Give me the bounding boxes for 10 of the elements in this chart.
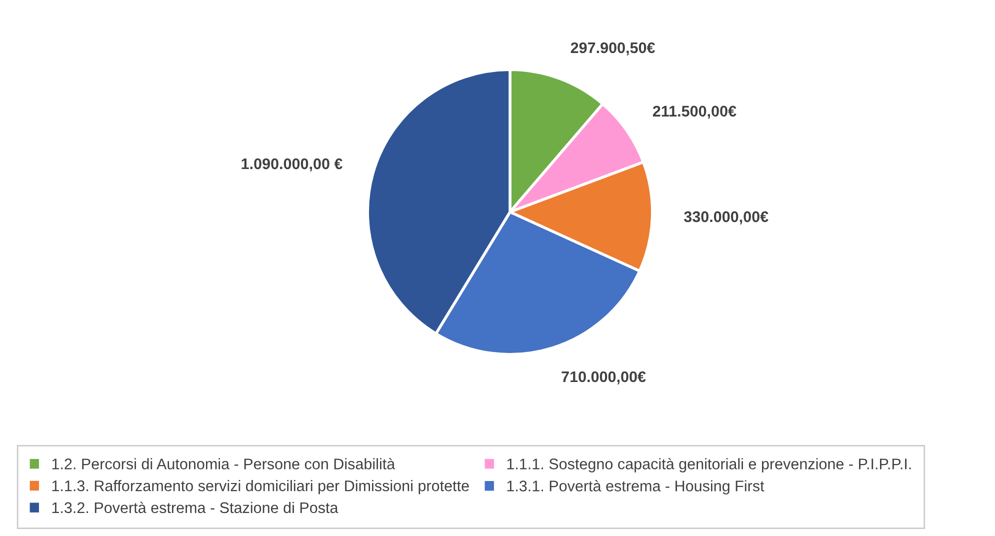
data-label: 297.900,50€ <box>570 42 656 56</box>
legend-label: 1.3.1. Povertà estrema - Housing First <box>507 480 764 494</box>
legend-label: 1.1.1. Sostegno capacità genitoriali e prevenzione - P.I.P.P.I. <box>507 458 911 472</box>
legend-label: 1.1.3. Rafforzamento servizi domiciliari per Dimissioni protette <box>52 480 469 494</box>
data-label: 211.500,00€ <box>652 106 736 119</box>
data-label: 710.000,00€ <box>562 371 646 384</box>
data-label: 330.000,00€ <box>684 211 768 224</box>
data-label: 1.090.000,00 € <box>242 158 342 172</box>
legend-label: 1.2. Percorsi di Autonomia - Persone con Disabilità <box>52 458 396 470</box>
legend-label: 1.3.2. Povertà estrema - Stazione di Posta <box>52 502 338 514</box>
